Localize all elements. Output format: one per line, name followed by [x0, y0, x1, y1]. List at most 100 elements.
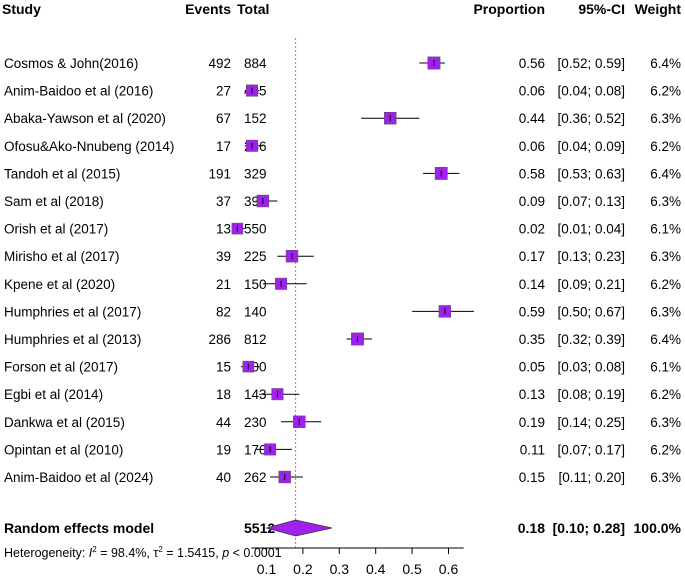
- header-ci: 95%-CI: [578, 1, 625, 17]
- study-events: 492: [208, 56, 231, 71]
- study-ci: [0.04; 0.09]: [557, 139, 625, 154]
- study-proportion: 0.35: [519, 332, 545, 347]
- study-events: 19: [216, 442, 231, 457]
- study-name: Ofosu&Ako-Nnubeng (2014): [4, 139, 174, 154]
- study-events: 191: [208, 166, 231, 181]
- pooled-total: 5512: [244, 520, 275, 536]
- study-ci: [0.01; 0.04]: [557, 222, 625, 237]
- study-weight: 6.2%: [650, 387, 681, 402]
- study-weight: 6.2%: [650, 139, 681, 154]
- study-name: Egbi et al (2014): [4, 387, 103, 402]
- study-name: Abaka-Yawson et al (2020): [4, 111, 166, 126]
- study-events: 17: [216, 139, 231, 154]
- study-weight: 6.4%: [650, 166, 681, 181]
- study-ci: [0.14; 0.25]: [557, 415, 625, 430]
- x-tick-label: 0.5: [402, 561, 422, 577]
- study-events: 18: [216, 387, 231, 402]
- study-weight: 6.3%: [650, 249, 681, 264]
- study-weight: 6.1%: [650, 360, 681, 375]
- study-row: Opintan et al (2010) 19 170 0.11 [0.07; 0.17…: [4, 442, 681, 457]
- study-total: 329: [244, 166, 267, 181]
- study-name: Forson et al (2017): [4, 360, 118, 375]
- study-row: Anim-Baidoo et al (2024) 40 262 0.15 [0.11; …: [4, 470, 681, 485]
- x-tick-label: 0.6: [439, 561, 459, 577]
- study-row: Sam et al (2018) 37 394 0.09 [0.07; 0.13] 6.3…: [4, 194, 681, 209]
- study-weight: 6.2%: [650, 442, 681, 457]
- pooled-name: Random effects model: [4, 520, 154, 536]
- study-name: Kpene et al (2020): [4, 277, 115, 292]
- study-proportion: 0.02: [519, 222, 545, 237]
- study-weight: 6.1%: [650, 222, 681, 237]
- study-total: 550: [244, 222, 267, 237]
- study-proportion: 0.11: [520, 442, 545, 457]
- study-proportion: 0.58: [519, 166, 545, 181]
- study-total: 152: [244, 111, 267, 126]
- header-weight: Weight: [635, 1, 682, 17]
- study-row: Ofosu&Ako-Nnubeng (2014)172860.06[0.04; …: [4, 139, 681, 154]
- study-proportion: 0.19: [519, 415, 545, 430]
- study-events: 40: [216, 470, 231, 485]
- study-proportion: 0.09: [519, 194, 545, 209]
- pooled-ci: [0.10; 0.28]: [553, 520, 625, 536]
- header-study: Study: [2, 1, 41, 17]
- study-proportion: 0.59: [519, 304, 545, 319]
- header-row: Study Events Total Proportion 95%-CI Wei…: [2, 1, 681, 17]
- x-tick-label: 0.3: [330, 561, 350, 577]
- study-weight: 6.2%: [650, 84, 681, 99]
- study-events: 82: [216, 304, 231, 319]
- study-weight: 6.4%: [650, 56, 681, 71]
- study-name: Cosmos & John(2016): [4, 56, 138, 71]
- study-events: 286: [208, 332, 231, 347]
- study-name: Opintan et al (2010): [4, 442, 123, 457]
- pooled-weight: 100.0%: [634, 520, 682, 536]
- study-events: 44: [216, 415, 232, 430]
- study-proportion: 0.05: [519, 360, 545, 375]
- pooled-proportion: 0.18: [518, 520, 545, 536]
- study-total: 884: [244, 56, 267, 71]
- study-row: Abaka-Yawson et al (2020) 67 152 0.44 [0.36;…: [4, 111, 681, 126]
- study-proportion: 0.06: [519, 84, 545, 99]
- study-proportion: 0.14: [519, 277, 546, 292]
- study-proportion: 0.44: [519, 111, 546, 126]
- x-axis: 0.1 0.2 0.3 0.4 0.5 0.6: [251, 547, 464, 577]
- study-weight: 6.2%: [650, 277, 681, 292]
- study-ci: [0.04; 0.08]: [557, 84, 625, 99]
- header-total: Total: [237, 1, 269, 17]
- study-total: 170: [244, 442, 267, 457]
- study-events: 39: [216, 249, 231, 264]
- study-ci: [0.13; 0.23]: [557, 249, 625, 264]
- study-row: Tandoh et al (2015) 191 329 0.58 [0.53; 0.63…: [4, 166, 681, 181]
- study-row: Humphries et al (2017) 82 140 0.59 [0.50; 0.…: [4, 304, 681, 319]
- study-ci: [0.09; 0.21]: [557, 277, 625, 292]
- study-name: Tandoh et al (2015): [4, 166, 120, 181]
- study-weight: 6.3%: [650, 304, 681, 319]
- study-name: Anim-Baidoo et al (2016): [4, 84, 153, 99]
- study-total: 225: [244, 249, 267, 264]
- study-ci: [0.36; 0.52]: [557, 111, 625, 126]
- x-tick-label: 0.1: [257, 561, 277, 577]
- study-events: 13: [216, 222, 231, 237]
- study-row: Forson et al (2017) 15 300 0.05 [0.03; 0.08]…: [4, 360, 681, 375]
- study-ci: [0.07; 0.17]: [557, 442, 625, 457]
- study-proportion: 0.17: [519, 249, 545, 264]
- study-name: Humphries et al (2017): [4, 304, 141, 319]
- study-row: Humphries et al (2013) 286 812 0.35 [0.32; 0…: [4, 332, 681, 347]
- study-rows: Cosmos & John(2016) 492 884 0.56 [0.52; 0.59…: [4, 56, 681, 485]
- study-ci: [0.03; 0.08]: [557, 360, 625, 375]
- study-total: 812: [244, 332, 267, 347]
- header-proportion: Proportion: [473, 1, 545, 17]
- study-row: Anim-Baidoo et al (2016)274850.06[0.04; …: [4, 84, 681, 99]
- study-proportion: 0.13: [519, 387, 545, 402]
- study-name: Mirisho et al (2017): [4, 249, 120, 264]
- study-ci: [0.53; 0.63]: [557, 166, 625, 181]
- study-proportion: 0.06: [519, 139, 545, 154]
- study-ci: [0.50; 0.67]: [557, 304, 625, 319]
- x-tick-label: 0.4: [366, 561, 386, 577]
- study-weight: 6.3%: [650, 470, 681, 485]
- study-events: 37: [216, 194, 231, 209]
- study-proportion: 0.15: [519, 470, 545, 485]
- study-name: Dankwa et al (2015): [4, 415, 125, 430]
- study-events: 15: [216, 360, 231, 375]
- study-events: 21: [216, 277, 231, 292]
- pooled-diamond: [264, 519, 333, 537]
